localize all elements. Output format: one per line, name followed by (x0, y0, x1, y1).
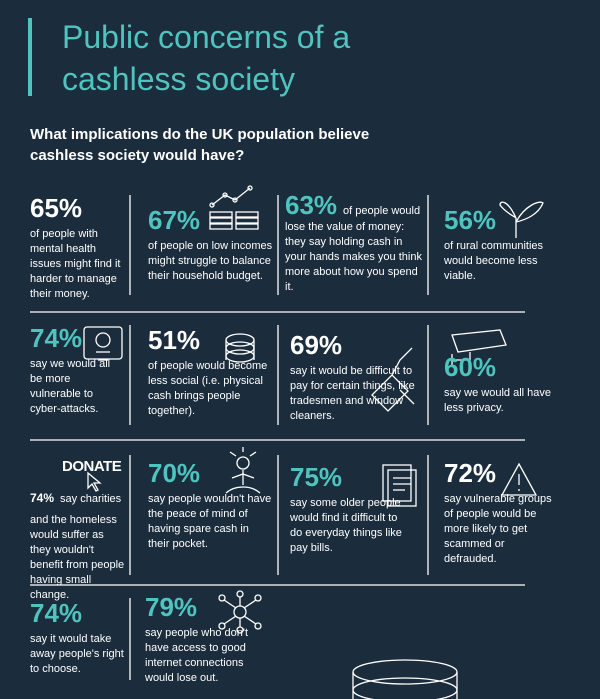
stat-value: 75% (290, 462, 343, 492)
subtitle: What implications do the UK population b… (30, 126, 370, 164)
stat-value: 67% (148, 205, 201, 235)
stat-value: 74% (30, 491, 55, 505)
donate-label: DONATE (62, 458, 122, 475)
stat-text: of people with mental health issues migh… (30, 228, 121, 300)
title: Public concerns of a cashless society (62, 19, 351, 97)
stat-value: 74% (30, 598, 83, 628)
stat-value: 65% (30, 193, 83, 223)
stat-text: say people who don't have access to good… (145, 627, 249, 684)
stat-value: 70% (148, 458, 201, 488)
stat-text: say it would be difficult to pay for cer… (290, 365, 415, 422)
stat-text: of people on low incomes might struggle … (148, 240, 273, 282)
title-accent (28, 18, 32, 96)
stat-item: 63% of people would lose the value of mon… (285, 190, 425, 295)
stat-item: 67% of people on low incomes might strugg… (148, 205, 273, 284)
stat-value: 79% (145, 592, 198, 622)
stat-text: say people wouldn't have the peace of mi… (148, 493, 272, 550)
stat-text: of rural communities would become less v… (444, 240, 544, 282)
stat-item: 56% of rural communities would become les… (444, 205, 554, 284)
stat-value: 63% (285, 190, 338, 220)
stat-item: 74% say it would take away people's right… (30, 598, 125, 677)
stat-item: 72% say vulnerable groups of people would… (444, 458, 554, 567)
stat-item: 60% say we would all have less privacy. (444, 352, 554, 416)
stat-value: 74% (30, 323, 83, 353)
stat-item: 51% of people would become less social (i… (148, 325, 273, 419)
stat-text: say we would all be more vulnerable to c… (30, 358, 111, 415)
stat-text: say some older people would find it diff… (290, 497, 402, 554)
stat-item: 79% say people who don't have access to g… (145, 592, 270, 686)
stat-text: say we would all have less privacy. (444, 387, 552, 414)
stat-item: 75% say some older people would find it d… (290, 462, 410, 556)
stat-text: say it would take away people's right to… (30, 633, 124, 675)
stat-text: of people would lose the value of money:… (285, 205, 422, 293)
stat-value: 51% (148, 325, 201, 355)
stat-item: 70% say people wouldn't have the peace of… (148, 458, 273, 552)
stat-item: 69% say it would be difficult to pay for … (290, 330, 420, 424)
stat-item: 74% say we would all be more vulnerable t… (30, 323, 115, 417)
stat-text: say vulnerable groups of people would be… (444, 493, 552, 565)
stat-value: 56% (444, 205, 497, 235)
stat-value: 72% (444, 458, 497, 488)
stat-text: of people would become less social (i.e.… (148, 360, 268, 417)
stat-text: say charities and the homeless would suf… (30, 493, 125, 601)
stat-item: 74% say charities and the homeless would … (30, 483, 125, 603)
stat-value: 69% (290, 330, 343, 360)
stat-value: 60% (444, 352, 497, 382)
stat-item: 65% of people with mental health issues m… (30, 193, 125, 302)
